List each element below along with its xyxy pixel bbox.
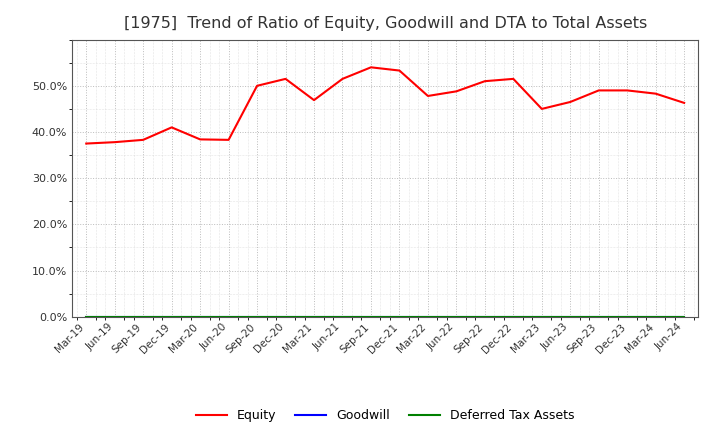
Deferred Tax Assets xyxy=(282,314,290,319)
Line: Equity: Equity xyxy=(86,67,684,143)
Goodwill xyxy=(196,314,204,319)
Equity xyxy=(253,83,261,88)
Goodwill xyxy=(139,314,148,319)
Goodwill xyxy=(509,314,518,319)
Equity xyxy=(82,141,91,146)
Equity xyxy=(196,137,204,142)
Equity xyxy=(680,100,688,106)
Goodwill xyxy=(623,314,631,319)
Deferred Tax Assets xyxy=(167,314,176,319)
Goodwill xyxy=(452,314,461,319)
Goodwill xyxy=(537,314,546,319)
Deferred Tax Assets xyxy=(253,314,261,319)
Goodwill xyxy=(253,314,261,319)
Equity xyxy=(537,106,546,111)
Equity xyxy=(395,68,404,73)
Deferred Tax Assets xyxy=(310,314,318,319)
Goodwill xyxy=(423,314,432,319)
Goodwill xyxy=(282,314,290,319)
Deferred Tax Assets xyxy=(139,314,148,319)
Equity xyxy=(452,89,461,94)
Deferred Tax Assets xyxy=(423,314,432,319)
Deferred Tax Assets xyxy=(338,314,347,319)
Goodwill xyxy=(366,314,375,319)
Equity xyxy=(566,99,575,105)
Equity xyxy=(595,88,603,93)
Goodwill xyxy=(566,314,575,319)
Deferred Tax Assets xyxy=(566,314,575,319)
Deferred Tax Assets xyxy=(110,314,119,319)
Goodwill xyxy=(595,314,603,319)
Goodwill xyxy=(310,314,318,319)
Goodwill xyxy=(652,314,660,319)
Deferred Tax Assets xyxy=(196,314,204,319)
Title: [1975]  Trend of Ratio of Equity, Goodwill and DTA to Total Assets: [1975] Trend of Ratio of Equity, Goodwil… xyxy=(124,16,647,32)
Equity xyxy=(423,93,432,99)
Equity xyxy=(139,137,148,143)
Equity xyxy=(338,76,347,81)
Equity xyxy=(480,78,489,84)
Deferred Tax Assets xyxy=(623,314,631,319)
Equity xyxy=(110,139,119,145)
Goodwill xyxy=(167,314,176,319)
Deferred Tax Assets xyxy=(652,314,660,319)
Goodwill xyxy=(395,314,404,319)
Equity xyxy=(282,76,290,81)
Deferred Tax Assets xyxy=(537,314,546,319)
Equity xyxy=(509,76,518,81)
Equity xyxy=(366,65,375,70)
Deferred Tax Assets xyxy=(680,314,688,319)
Equity xyxy=(652,91,660,96)
Equity xyxy=(167,125,176,130)
Deferred Tax Assets xyxy=(395,314,404,319)
Deferred Tax Assets xyxy=(82,314,91,319)
Deferred Tax Assets xyxy=(366,314,375,319)
Deferred Tax Assets xyxy=(480,314,489,319)
Equity xyxy=(225,137,233,143)
Goodwill xyxy=(225,314,233,319)
Goodwill xyxy=(680,314,688,319)
Goodwill xyxy=(338,314,347,319)
Goodwill xyxy=(110,314,119,319)
Deferred Tax Assets xyxy=(595,314,603,319)
Legend: Equity, Goodwill, Deferred Tax Assets: Equity, Goodwill, Deferred Tax Assets xyxy=(191,404,580,427)
Goodwill xyxy=(480,314,489,319)
Deferred Tax Assets xyxy=(452,314,461,319)
Deferred Tax Assets xyxy=(225,314,233,319)
Equity xyxy=(623,88,631,93)
Goodwill xyxy=(82,314,91,319)
Equity xyxy=(310,98,318,103)
Deferred Tax Assets xyxy=(509,314,518,319)
